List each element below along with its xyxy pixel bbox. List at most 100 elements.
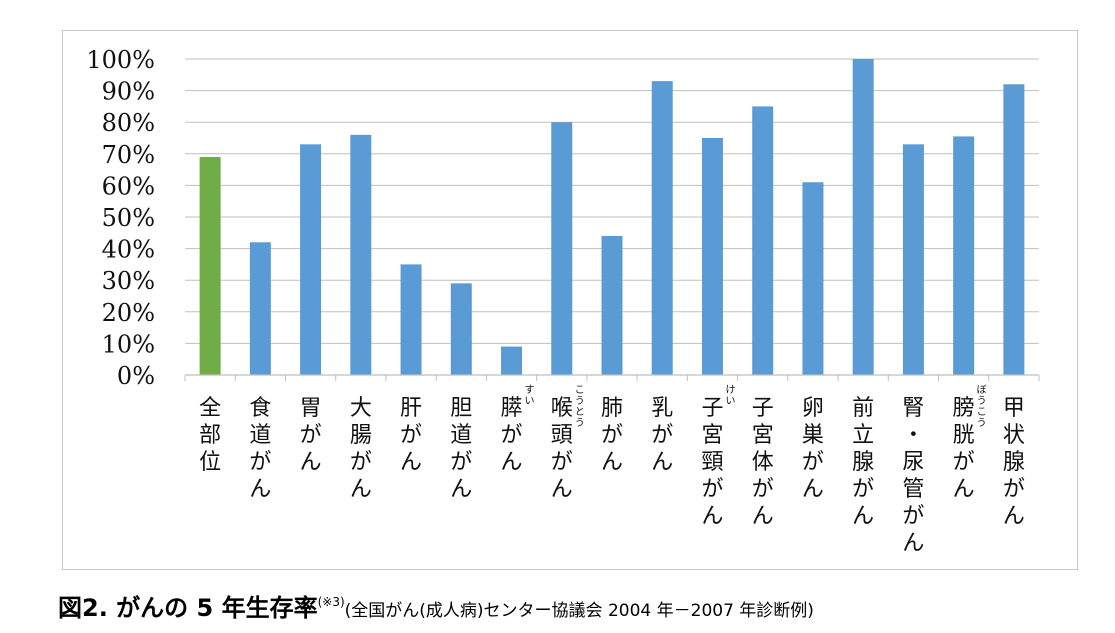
svg-text:が: が (802, 450, 824, 475)
svg-text:膀: 膀 (953, 396, 975, 421)
caption-source: (全国がん(成人病)センター協議会 2004 年－2007 年診断例) (344, 601, 814, 621)
svg-text:ん: ん (852, 504, 874, 529)
bar (1003, 84, 1025, 375)
svg-text:尿: 尿 (902, 450, 924, 475)
svg-text:が: が (1003, 477, 1025, 502)
bar (902, 144, 924, 375)
category-label: 膵がん (501, 396, 523, 475)
category-label: 全部位 (199, 396, 221, 475)
bar (551, 122, 573, 375)
ruby-reading: すい (525, 384, 535, 407)
svg-text:部: 部 (199, 423, 221, 448)
svg-text:が: が (501, 423, 523, 448)
svg-text:ん: ん (400, 450, 422, 475)
svg-text:道: 道 (249, 423, 271, 448)
svg-text:胱: 胱 (953, 423, 975, 448)
svg-text:こ: こ (977, 407, 987, 418)
bar (802, 182, 824, 375)
svg-text:腸: 腸 (350, 423, 372, 448)
svg-text:道: 道 (450, 423, 472, 448)
y-tick-label: 20% (102, 299, 155, 327)
svg-text:が: が (651, 423, 673, 448)
svg-text:肝: 肝 (400, 396, 422, 421)
svg-text:が: が (350, 450, 372, 475)
svg-text:す: す (525, 384, 535, 396)
bar (852, 59, 874, 375)
svg-text:と: と (575, 406, 585, 418)
svg-text:う: う (977, 417, 987, 429)
bar (199, 156, 221, 375)
svg-text:が: が (601, 423, 623, 448)
y-axis-ticks: 0% 10% 20% 30% 40% 50% 60% 70% 80% 90% 100% (86, 46, 155, 390)
svg-text:ぼ: ぼ (977, 384, 987, 396)
svg-text:卵: 卵 (802, 396, 824, 421)
svg-text:腺: 腺 (852, 450, 874, 475)
svg-text:ん: ん (249, 477, 271, 502)
svg-text:位: 位 (199, 450, 221, 475)
svg-text:が: が (953, 450, 975, 475)
x-axis (184, 374, 1040, 381)
category-label: 胃がん (300, 396, 322, 475)
category-label: 肝がん (400, 396, 422, 475)
svg-text:ん: ん (902, 531, 924, 556)
svg-text:ん: ん (752, 504, 774, 529)
bar (651, 81, 673, 375)
svg-text:食: 食 (249, 396, 271, 421)
svg-text:ん: ん (601, 450, 623, 475)
figure-caption: 図2. がんの 5 年生存率(※3)(全国がん(成人病)センター協議会 2004… (58, 588, 814, 623)
svg-text:喉: 喉 (551, 396, 573, 421)
svg-text:頭: 頭 (551, 423, 573, 448)
svg-text:宮: 宮 (701, 423, 723, 448)
svg-text:腎: 腎 (902, 396, 924, 421)
svg-text:ん: ん (450, 477, 472, 502)
svg-text:腺: 腺 (1003, 450, 1025, 475)
svg-text:け: け (725, 384, 735, 396)
svg-text:が: が (752, 477, 774, 502)
bar (350, 134, 372, 375)
svg-text:こ: こ (575, 385, 585, 396)
svg-text:立: 立 (852, 423, 874, 448)
ruby-reading: けい (725, 384, 735, 407)
svg-text:巣: 巣 (802, 423, 824, 448)
svg-text:ん: ん (501, 450, 523, 475)
category-label: 肺がん (601, 396, 623, 475)
bar (601, 235, 623, 375)
chart-frame: 0% 10% 20% 30% 40% 50% 60% 70% 80% 90% 100% 全部位食道が… (62, 30, 1078, 570)
y-tick-label: 0% (117, 362, 155, 390)
bar (953, 136, 975, 375)
svg-text:状: 状 (1003, 423, 1025, 448)
svg-text:頸: 頸 (701, 450, 723, 475)
bar-chart: 0%10%20%30%40%50%60%70%80%90%100% 全部位食道が… (86, 46, 1040, 556)
svg-text:が: が (902, 504, 924, 529)
y-tick-label: 30% (102, 267, 155, 295)
svg-text:う: う (575, 417, 585, 429)
y-tick-label: 40% (102, 236, 155, 264)
bars (199, 59, 1025, 376)
svg-text:肺: 肺 (601, 396, 623, 421)
svg-text:子: 子 (752, 396, 774, 421)
svg-text:膵: 膵 (501, 396, 523, 421)
svg-text:ん: ん (1003, 504, 1025, 529)
bar (501, 346, 523, 375)
y-tick-label: 80% (102, 109, 155, 137)
svg-text:宮: 宮 (752, 423, 774, 448)
svg-text:ん: ん (350, 477, 372, 502)
svg-text:が: が (300, 423, 322, 448)
svg-text:う: う (575, 395, 585, 407)
svg-text:ん: ん (701, 504, 723, 529)
bar (400, 264, 422, 375)
svg-text:が: が (852, 477, 874, 502)
svg-text:ん: ん (802, 477, 824, 502)
svg-text:乳: 乳 (651, 396, 673, 421)
category-label: 乳がん (651, 396, 673, 475)
svg-text:い: い (725, 396, 735, 407)
